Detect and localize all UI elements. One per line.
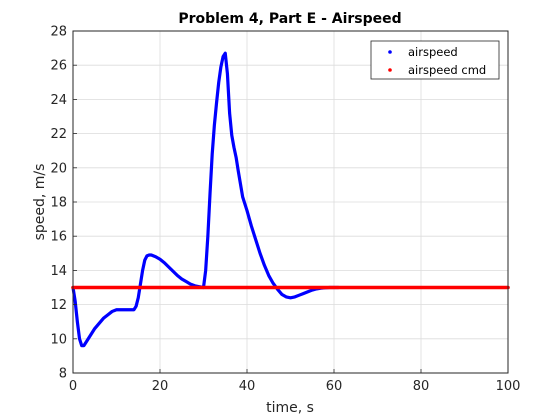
y-tick-label: 8 xyxy=(59,367,67,382)
y-tick-label: 26 xyxy=(50,59,67,74)
y-tick-label: 14 xyxy=(50,264,67,279)
x-axis-label: time, s xyxy=(266,400,314,416)
legend-label-airspeed-cmd: airspeed cmd xyxy=(408,63,486,77)
legend-label-airspeed: airspeed xyxy=(408,45,458,59)
x-tick-label: 40 xyxy=(239,379,256,394)
x-tick-label: 60 xyxy=(326,379,343,394)
legend-marker-airspeed xyxy=(388,50,392,54)
x-tick-label: 20 xyxy=(152,379,169,394)
y-tick-label: 20 xyxy=(50,161,67,176)
y-tick-label: 22 xyxy=(50,127,67,142)
series-line-airspeed xyxy=(71,51,340,348)
ticks: 0 20 40 60 80 100 8 10 12 14 16 18 20 22 24 26 28 xyxy=(50,25,520,395)
y-tick-label: 10 xyxy=(50,332,67,347)
legend-box xyxy=(370,40,500,80)
x-tick-label: 100 xyxy=(496,379,521,394)
y-axis-label: speed, m/s xyxy=(32,164,48,241)
x-tick-label: 80 xyxy=(413,379,430,394)
series-layer xyxy=(71,51,510,348)
x-tick-label: 0 xyxy=(69,379,77,394)
chart-title: Problem 4, Part E - Airspeed xyxy=(178,11,401,27)
y-tick-label: 12 xyxy=(50,298,67,313)
y-tick-label: 16 xyxy=(50,230,67,245)
legend-marker-airspeed-cmd xyxy=(388,68,392,72)
y-tick-label: 18 xyxy=(50,196,67,211)
y-tick-label: 28 xyxy=(50,25,67,40)
legend: airspeed airspeed cmd xyxy=(370,40,500,80)
y-tick-label: 24 xyxy=(50,93,67,108)
